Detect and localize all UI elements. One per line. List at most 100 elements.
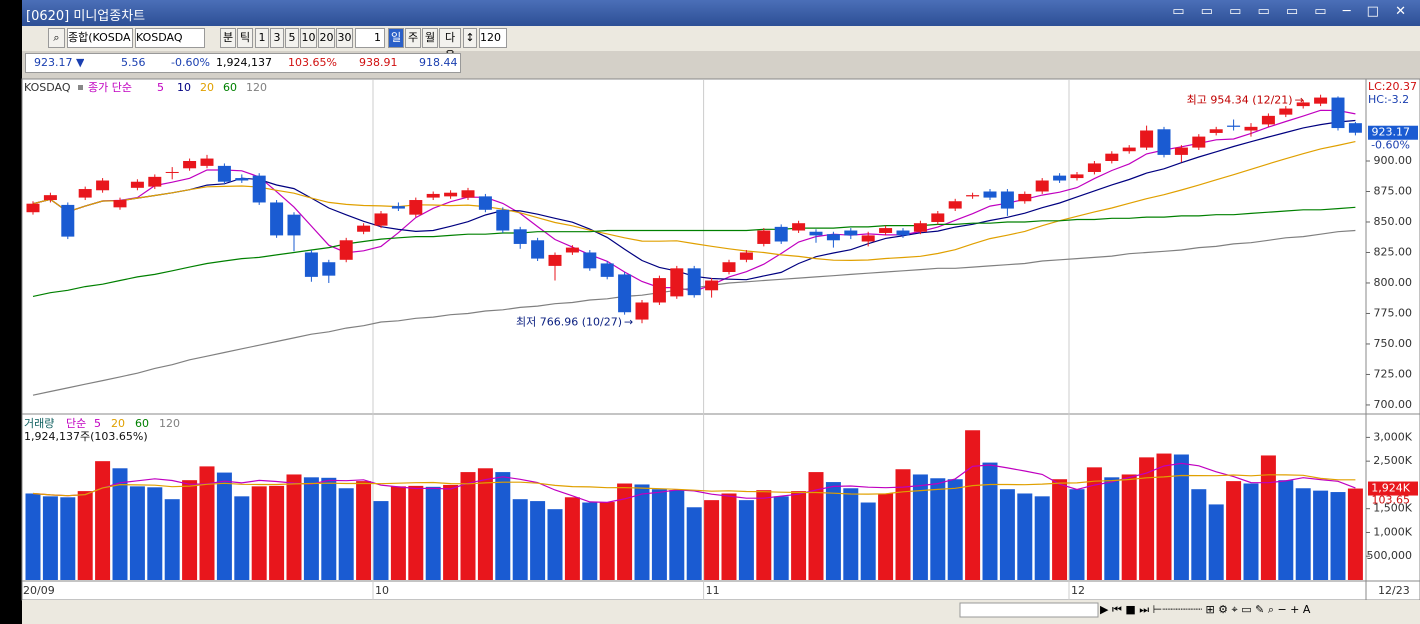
x-tick-label: 11: [706, 584, 720, 597]
volume-bar: [1017, 493, 1033, 580]
title-bar: [0620] 미니업종차트 ▭ ▭ ▭ ▭ ▭ ▭ ─ □ ✕: [22, 0, 1420, 26]
rate-label: 103.65: [1372, 494, 1411, 507]
y-tick-label: 825.00: [1374, 245, 1413, 258]
x-tick-label: 10: [375, 584, 389, 597]
step-button[interactable]: 10: [300, 28, 317, 48]
volume-bar: [843, 488, 859, 580]
legend-period: 10: [177, 81, 191, 94]
unit-button[interactable]: 틱: [237, 28, 253, 48]
candle-body: [861, 235, 875, 242]
volume-bar: [42, 496, 58, 580]
volume-bar: [303, 477, 319, 580]
candle-body: [1122, 147, 1136, 152]
candle-body: [496, 209, 510, 231]
volume-bar: [1313, 490, 1329, 580]
candle-body: [705, 280, 719, 291]
quote-arrow: ▼: [76, 56, 85, 69]
legend-name: KOSDAQ: [24, 81, 71, 94]
volume-bar: [704, 500, 720, 580]
volume-bar: [599, 502, 615, 580]
step-button[interactable]: 3: [270, 28, 284, 48]
scroll-controls[interactable]: ▶ ⏮ ■ ⏭ ⊢┈┈┈┈┈┈ ⊞ ⚙ ⌖ ▭ ✎ ⌕ − + A: [1100, 603, 1311, 616]
y-tick-label: 1,000K: [1373, 525, 1412, 538]
volume-bar: [1330, 492, 1346, 580]
high-note: 최고 954.34 (12/21): [1187, 94, 1293, 107]
period-button[interactable]: 일: [388, 28, 404, 48]
candle-body: [200, 158, 214, 166]
volume-bar: [373, 501, 389, 580]
step-button[interactable]: 30: [336, 28, 353, 48]
search[interactable]: ⌕: [48, 28, 65, 48]
volume-bar: [965, 430, 981, 580]
volume-bar: [530, 501, 546, 580]
candle-body: [548, 254, 562, 266]
candle-body: [722, 262, 736, 272]
volume-bar: [825, 482, 841, 580]
legend-period: 20: [111, 417, 125, 430]
step-button[interactable]: 5: [285, 28, 299, 48]
volume-bar: [756, 490, 772, 580]
volume-bar: [1260, 455, 1276, 580]
volume-bar: [669, 490, 685, 580]
candle-body: [1209, 129, 1223, 133]
y-tick-label: 3,000K: [1373, 430, 1412, 443]
candle-body: [322, 262, 336, 276]
scrollbar[interactable]: [959, 602, 1099, 618]
legend-period: 60: [135, 417, 149, 430]
quote-price: 923.17: [34, 56, 73, 69]
candle-body: [1070, 174, 1084, 179]
candle-body: [26, 203, 40, 213]
y-tick-label: 850.00: [1374, 215, 1413, 228]
volume-bar: [390, 486, 406, 580]
period-button[interactable]: 주: [405, 28, 421, 48]
candle-body: [78, 189, 92, 198]
candle-body: [130, 181, 144, 188]
step-button[interactable]: 1: [255, 28, 269, 48]
volume-bar: [738, 500, 754, 580]
volume-bar: [1139, 457, 1155, 580]
candle-body: [948, 201, 962, 209]
volume-bar: [808, 472, 824, 580]
volume-bar: [1052, 479, 1068, 580]
candle-body: [1331, 97, 1345, 129]
candle-body: [409, 200, 423, 215]
volume-bar: [1278, 480, 1294, 580]
y-tick-label: 800.00: [1374, 276, 1413, 289]
candle-body: [1053, 175, 1067, 181]
volume-bar: [721, 493, 737, 580]
x-tick-label: 20/09: [23, 584, 55, 597]
y-tick-label: 1,500K: [1373, 502, 1412, 515]
low-note: 최저 766.96 (10/27): [516, 315, 622, 328]
candle-body: [252, 175, 266, 203]
size-button[interactable]: ↕: [463, 28, 477, 48]
count-input[interactable]: 1: [355, 28, 385, 48]
code-input[interactable]: 종합(KOSDA: [67, 28, 133, 48]
volume-bar: [356, 481, 372, 580]
candle-body: [61, 204, 75, 237]
legend-period: 5: [94, 417, 101, 430]
volume-bar: [199, 466, 215, 580]
volume-bar: [617, 483, 633, 580]
candle-body: [217, 165, 231, 182]
step-button[interactable]: 20: [318, 28, 335, 48]
volume-bar: [425, 486, 441, 580]
volume-bar: [634, 484, 650, 580]
range-input[interactable]: 120: [479, 28, 507, 48]
rate-label: -0.60%: [1371, 139, 1410, 152]
window-controls[interactable]: ▭ ▭ ▭ ▭ ▭ ▭ ─ □ ✕: [1172, 4, 1412, 19]
legend-period: 60: [223, 81, 237, 94]
candle-body: [1000, 191, 1014, 209]
candle-body: [757, 230, 771, 244]
volume-bar: [582, 502, 598, 580]
legend-period: 20: [200, 81, 214, 94]
period-button[interactable]: 월: [422, 28, 438, 48]
candle-body: [1244, 126, 1258, 131]
candle-body: [1105, 153, 1119, 161]
unit-button[interactable]: 분: [220, 28, 236, 48]
candle-body: [1192, 136, 1206, 148]
market-select[interactable]: KOSDAQ: [135, 28, 205, 48]
candle-body: [1018, 193, 1032, 202]
candle-body: [444, 192, 458, 197]
